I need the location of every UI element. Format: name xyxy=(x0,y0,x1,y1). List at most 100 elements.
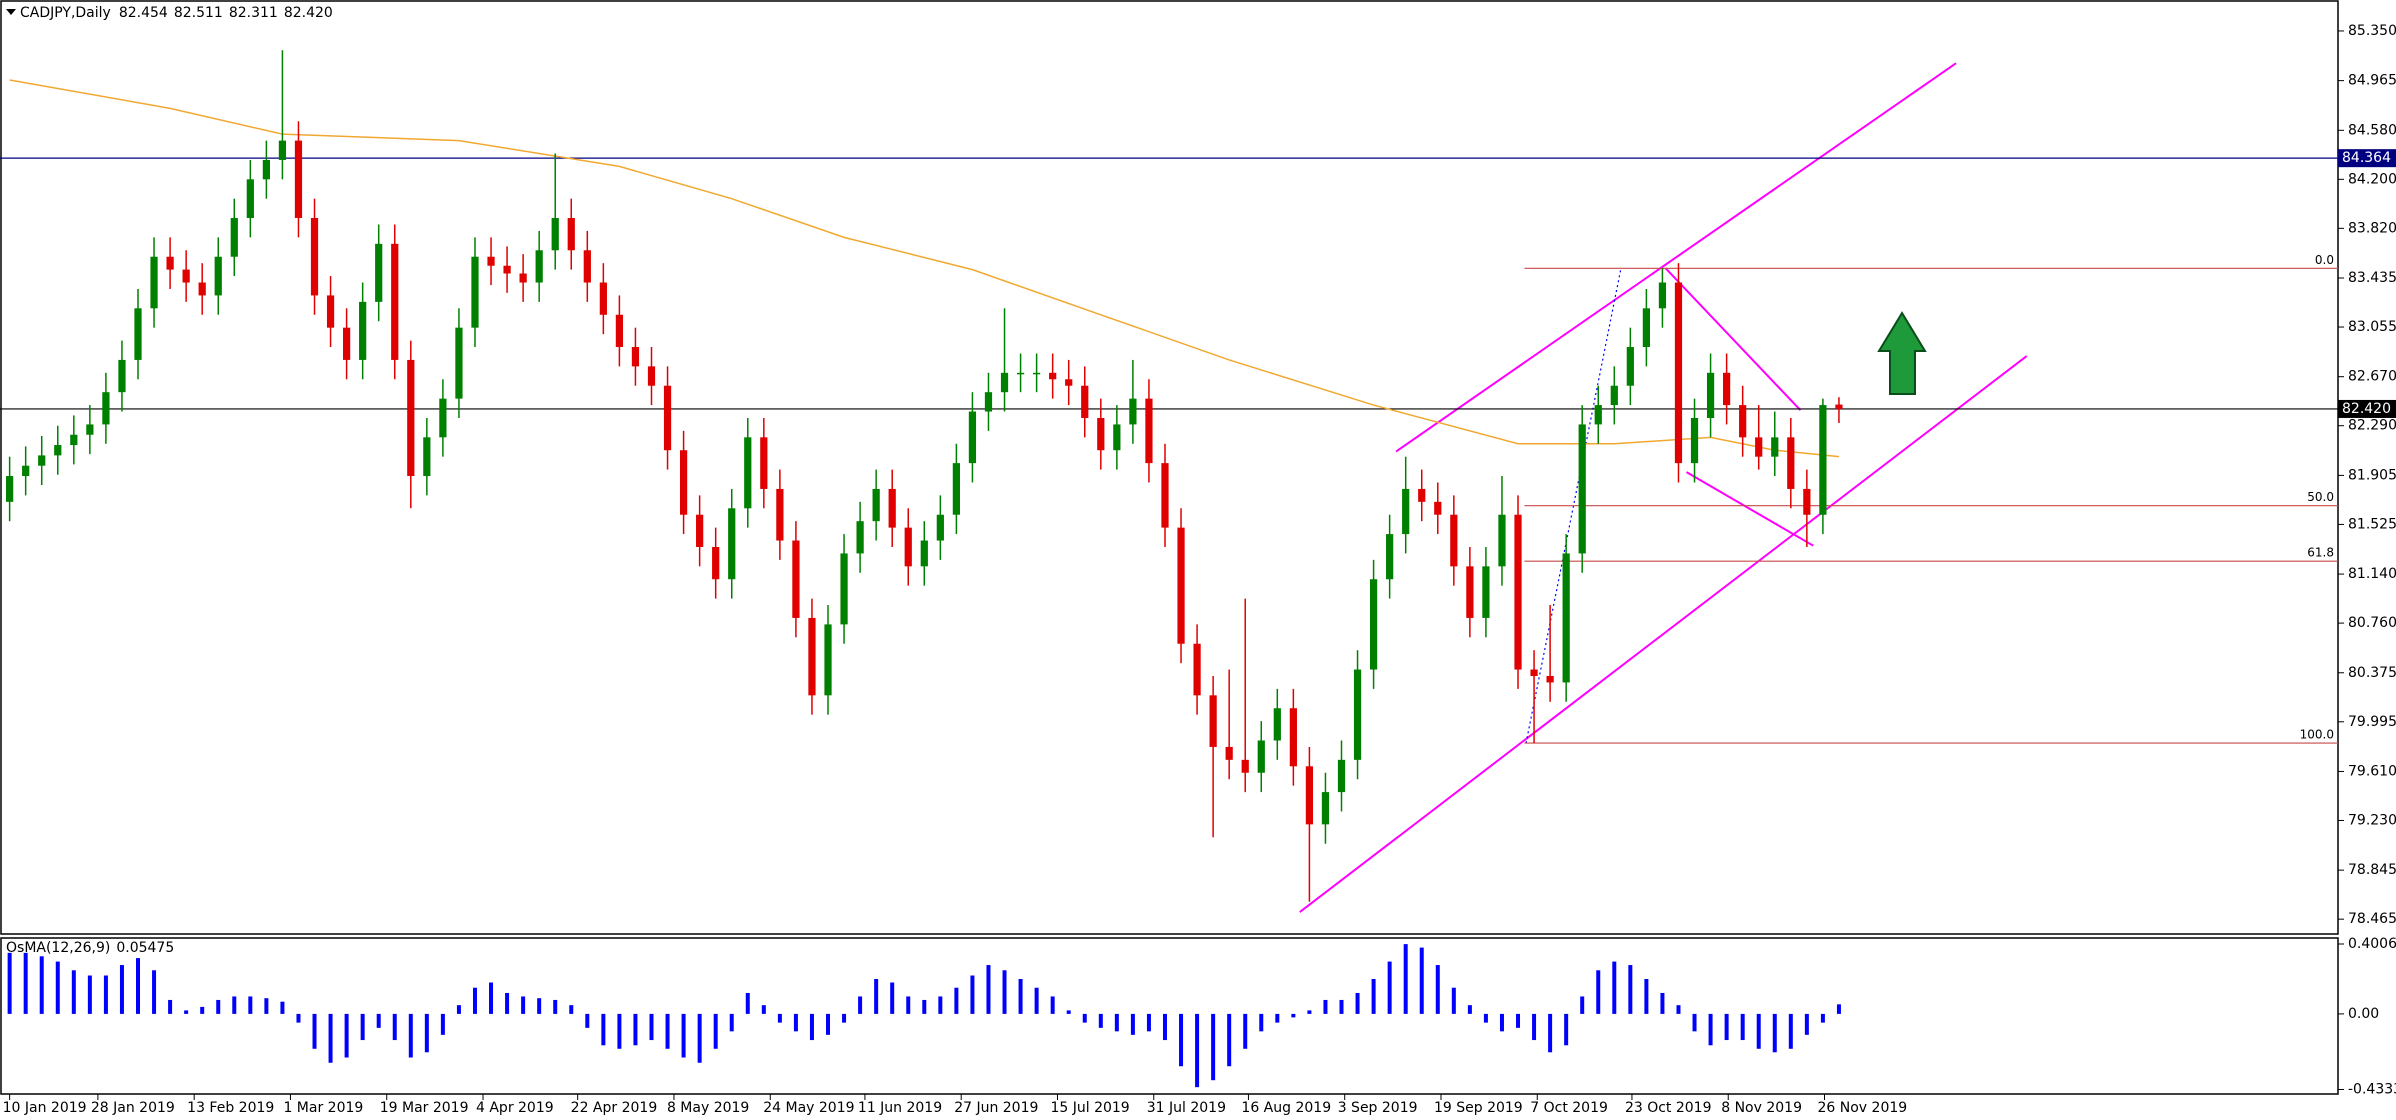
x-tick-label: 8 Nov 2019 xyxy=(1721,1100,1802,1116)
candle-body xyxy=(375,243,383,302)
candle-body xyxy=(134,308,142,360)
osma-bar xyxy=(55,961,60,1014)
osma-bar xyxy=(1098,1013,1103,1028)
candle-body xyxy=(1000,372,1009,393)
candle-body xyxy=(1097,417,1105,451)
x-tick-label: 11 Jun 2019 xyxy=(858,1100,942,1116)
x-tick-label: 4 Apr 2019 xyxy=(476,1100,554,1116)
candle-body xyxy=(599,282,607,315)
x-tick-label: 19 Mar 2019 xyxy=(380,1100,469,1116)
osma-bar xyxy=(745,992,750,1014)
candle-body xyxy=(503,265,511,274)
y-tick-label: 84.965 xyxy=(2348,73,2396,89)
candle-body xyxy=(1353,669,1362,760)
osma-pane-border xyxy=(0,937,2339,1095)
y-tick-label: 80.375 xyxy=(2348,665,2396,681)
osma-bar xyxy=(1259,1013,1264,1032)
candle-body xyxy=(1209,695,1217,747)
osma-bar xyxy=(1548,1013,1553,1053)
candle-body xyxy=(487,256,495,266)
candle-body xyxy=(391,243,399,360)
x-tick-label: 28 Jan 2019 xyxy=(91,1100,175,1116)
osma-bar xyxy=(874,979,879,1014)
osma-bar xyxy=(264,998,269,1014)
candle-body xyxy=(904,527,912,567)
osma-bar xyxy=(1034,987,1039,1014)
candle-body xyxy=(1723,372,1731,406)
x-tick-label: 24 May 2019 xyxy=(763,1100,854,1116)
osma-bar xyxy=(1114,1013,1119,1032)
osma-bar xyxy=(1740,1013,1745,1041)
osma-bar xyxy=(585,1013,590,1028)
candle-body xyxy=(455,327,463,399)
candle-body xyxy=(952,463,960,515)
osma-bar xyxy=(537,998,542,1014)
x-tick-label: 1 Mar 2019 xyxy=(283,1100,363,1116)
candle-body xyxy=(1755,437,1763,457)
osma-bar xyxy=(1612,961,1617,1014)
candle-body xyxy=(968,411,977,464)
y-tick-label: 84.580 xyxy=(2348,122,2396,138)
osma-bar xyxy=(777,1013,782,1023)
osma-bar xyxy=(1002,970,1007,1014)
candle-body xyxy=(1610,385,1618,406)
osma-bar xyxy=(521,996,526,1014)
osma-bar xyxy=(119,965,124,1014)
candle-body xyxy=(1337,759,1346,793)
candle-body xyxy=(214,256,222,296)
y-tick-label: 79.995 xyxy=(2348,714,2396,730)
candle-body xyxy=(246,179,254,219)
candle-body xyxy=(1530,669,1538,676)
price-label: 82.420 xyxy=(2342,401,2391,417)
candle-body xyxy=(182,269,190,283)
osma-bar xyxy=(601,1013,606,1046)
y-tick-label: 85.350 xyxy=(2348,23,2396,39)
candle-body xyxy=(631,347,640,367)
candle-body xyxy=(1434,501,1442,515)
osma-bar xyxy=(87,975,92,1014)
y-tick-label: 83.820 xyxy=(2348,220,2396,236)
candle-body xyxy=(1498,514,1506,567)
candle-body xyxy=(1658,282,1667,309)
y-tick-label: 82.670 xyxy=(2348,369,2396,385)
fib-label: 100.0 xyxy=(2300,728,2334,742)
candle-body xyxy=(1161,463,1169,528)
x-tick-label: 19 Sep 2019 xyxy=(1434,1100,1523,1116)
osma-bar xyxy=(1130,1013,1135,1035)
osma-bar xyxy=(505,992,510,1014)
candle-body xyxy=(1514,514,1522,670)
candle-body xyxy=(278,140,287,160)
candle-body xyxy=(1594,405,1602,425)
osma-bar xyxy=(1596,970,1601,1014)
y-tick-label: 83.435 xyxy=(2348,270,2396,286)
osma-bar xyxy=(1564,1013,1569,1046)
osma-bar xyxy=(1628,965,1633,1014)
candle-body xyxy=(551,218,559,251)
quote-close: 82.420 xyxy=(284,5,333,21)
x-tick-label: 23 Oct 2019 xyxy=(1625,1100,1712,1116)
osma-bar xyxy=(617,1013,622,1049)
osma-bar xyxy=(71,970,76,1014)
price-label: 84.364 xyxy=(2342,150,2391,166)
candle-body xyxy=(102,392,110,425)
candle-body xyxy=(1482,566,1490,618)
candle-body xyxy=(696,514,704,547)
osma-bar xyxy=(136,958,141,1014)
candle-body xyxy=(744,437,752,509)
osma-bar xyxy=(1516,1013,1521,1028)
candle-body xyxy=(22,465,30,477)
osma-bar xyxy=(970,975,975,1014)
osma-bar xyxy=(1435,965,1440,1014)
osma-bar xyxy=(1692,1013,1697,1032)
quote-low: 82.311 xyxy=(229,5,278,21)
osma-bar xyxy=(697,1013,702,1063)
candle-body xyxy=(1690,417,1699,464)
candle-body xyxy=(471,256,479,328)
candle-body xyxy=(920,540,928,567)
osma-bar xyxy=(1355,992,1360,1014)
candle-body xyxy=(1065,379,1073,386)
menu-triangle[interactable] xyxy=(6,9,16,15)
osma-bar xyxy=(1724,1013,1729,1041)
candle-body xyxy=(1835,404,1843,409)
